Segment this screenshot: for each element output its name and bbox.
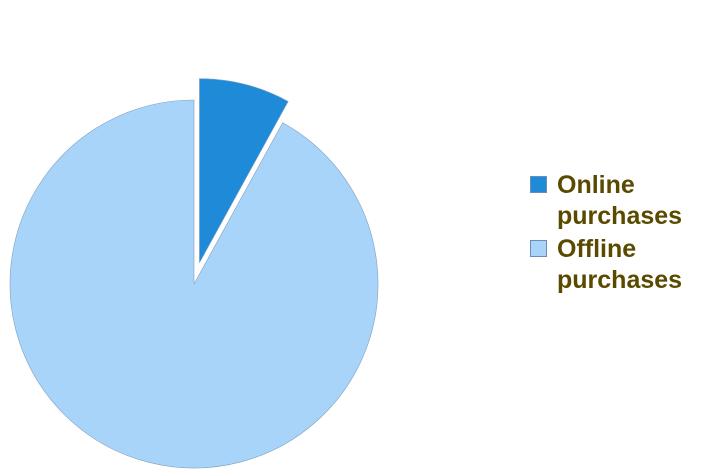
legend-item-online: Online purchases xyxy=(530,170,715,232)
chart-legend: Online purchases Offline purchases xyxy=(530,170,715,298)
legend-swatch-offline xyxy=(530,240,547,257)
legend-swatch-online xyxy=(530,176,547,193)
legend-label-online: Online purchases xyxy=(557,171,683,230)
legend-label-offline: Offline purchases xyxy=(557,235,683,294)
legend-item-offline: Offline purchases xyxy=(530,234,715,296)
pie-slice-online-purchases xyxy=(199,78,289,263)
pie-slice-offline-purchases xyxy=(9,99,379,469)
